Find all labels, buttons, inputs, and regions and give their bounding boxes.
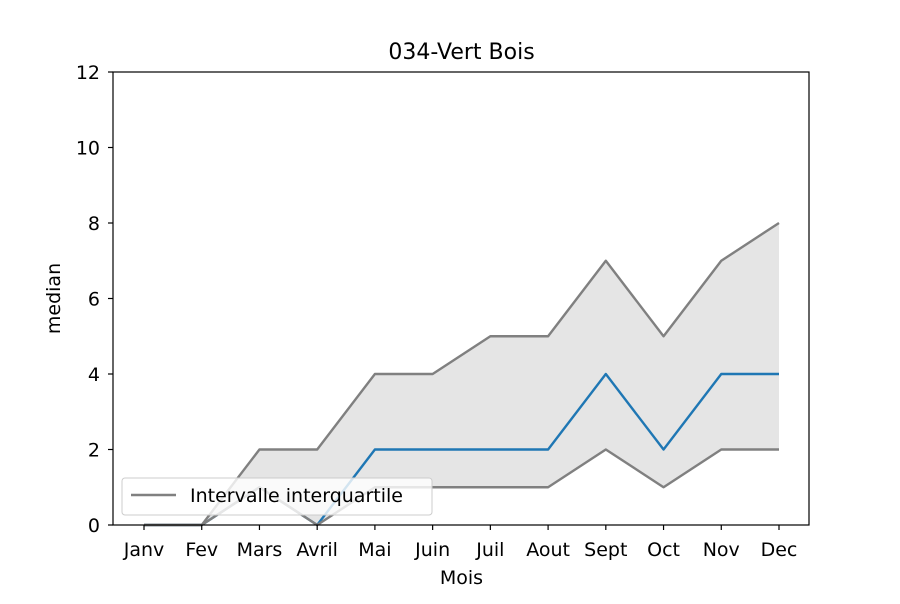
plot-frame bbox=[112, 71, 810, 526]
x-tick-label: Avril bbox=[296, 539, 338, 561]
legend: Intervalle interquartile bbox=[121, 477, 433, 516]
x-tick-label: Mai bbox=[358, 539, 391, 561]
x-tick-label: Fev bbox=[185, 539, 218, 561]
y-tick-label: 2 bbox=[88, 440, 100, 462]
x-axis-label: Mois bbox=[440, 567, 483, 589]
y-tick-label: 0 bbox=[88, 515, 100, 537]
x-tick-label: Mars bbox=[237, 539, 283, 561]
y-tick-label: 4 bbox=[88, 364, 100, 386]
y-tick-label: 8 bbox=[88, 213, 100, 235]
y-tick-label: 12 bbox=[76, 62, 100, 84]
y-axis-ticks: 0 2 4 6 8 10 12 bbox=[76, 62, 113, 537]
x-axis-ticks: Janv Fev Mars Avril Mai Juin Juil Aout Sept Oct No… bbox=[123, 525, 798, 561]
x-tick-label: Aout bbox=[526, 539, 570, 561]
x-tick-label: Juin bbox=[414, 539, 450, 561]
upper-quartile-line bbox=[144, 221, 780, 527]
x-tick-label: Nov bbox=[703, 539, 740, 561]
y-tick-label: 6 bbox=[88, 289, 100, 311]
y-tick-label: 10 bbox=[76, 138, 100, 160]
x-tick-label: Juil bbox=[475, 539, 504, 561]
y-axis-label: median bbox=[43, 263, 65, 334]
x-tick-label: Janv bbox=[123, 539, 165, 561]
x-tick-label: Sept bbox=[584, 539, 627, 561]
legend-label-interquartile: Intervalle interquartile bbox=[190, 485, 403, 507]
x-tick-label: Oct bbox=[647, 539, 680, 561]
legend-box bbox=[121, 477, 433, 516]
chart-title: 034-Vert Bois bbox=[388, 40, 534, 65]
x-tick-label: Dec bbox=[761, 539, 798, 561]
